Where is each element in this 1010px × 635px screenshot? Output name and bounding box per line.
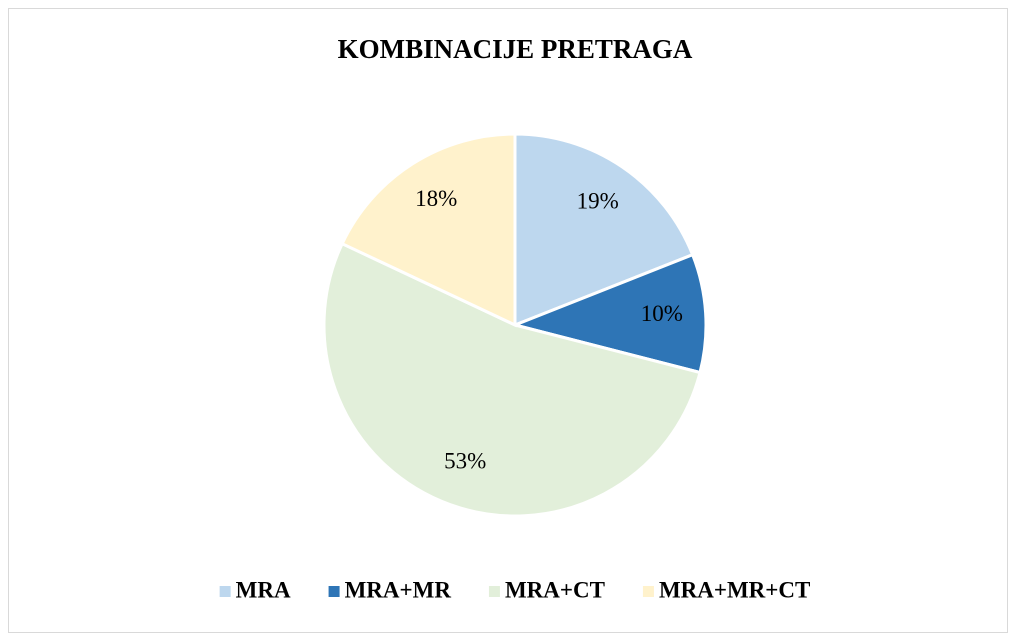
legend-label: MRA (236, 577, 291, 602)
data-label: 18% (415, 186, 457, 211)
data-label: 10% (641, 301, 683, 326)
pie-slice (322, 241, 702, 518)
legend-label: MRA+CT (505, 577, 605, 602)
legend-label: MRA+MR+CT (659, 577, 810, 602)
legend-swatch (219, 586, 231, 597)
pie-slice (510, 252, 708, 375)
chart-title: KOMBINACIJE PRETRAGA (338, 34, 693, 64)
legend-swatch (642, 586, 654, 597)
data-label: 53% (444, 449, 486, 474)
legend-swatch (328, 586, 340, 597)
legend-swatch (488, 586, 500, 597)
pie-slice (513, 132, 695, 328)
pie-slice (340, 132, 517, 328)
data-label: 19% (577, 189, 619, 214)
legend-label: MRA+MR (345, 577, 452, 602)
